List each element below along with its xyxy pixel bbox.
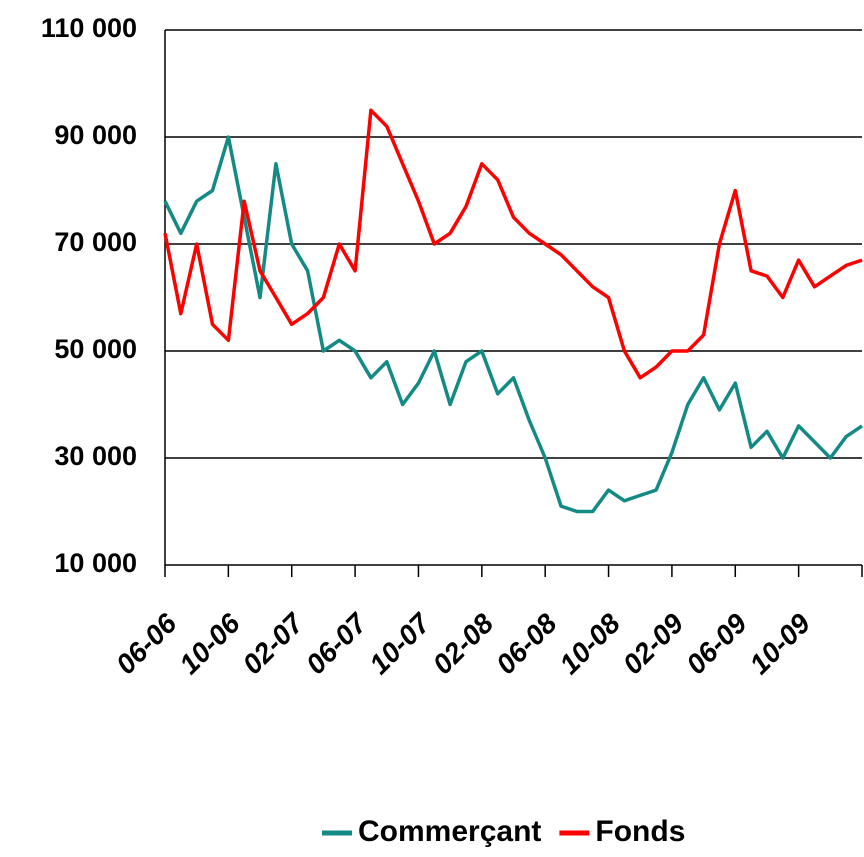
x-tick-label: 06-08 [490, 607, 563, 680]
legend-label: Fonds [595, 815, 685, 848]
x-tick-label: 06-06 [110, 607, 183, 680]
series-line [163, 108, 863, 380]
x-tick-label: 10-07 [363, 607, 437, 681]
y-tick-label: 90 000 [54, 120, 137, 150]
legend-label: Commerçant [358, 815, 541, 848]
y-tick-label: 30 000 [54, 441, 137, 471]
x-tick-label: 02-09 [617, 607, 690, 680]
series-line [163, 135, 863, 514]
legend: Commerçant Fonds [322, 815, 685, 848]
x-tick-label: 02-07 [237, 607, 311, 681]
x-tick-label: 02-08 [427, 607, 500, 680]
y-tick-label: 110 000 [41, 13, 137, 43]
x-tick-label: 06-07 [300, 607, 374, 681]
y-tick-label: 10 000 [54, 548, 137, 578]
y-tick-label: 70 000 [54, 227, 137, 257]
x-tick-label: 10-09 [744, 607, 817, 680]
y-tick-label: 50 000 [54, 334, 137, 364]
x-tick-label: 10-08 [553, 607, 626, 680]
x-tick-label: 10-06 [173, 607, 246, 680]
x-tick-label: 06-09 [680, 607, 753, 680]
